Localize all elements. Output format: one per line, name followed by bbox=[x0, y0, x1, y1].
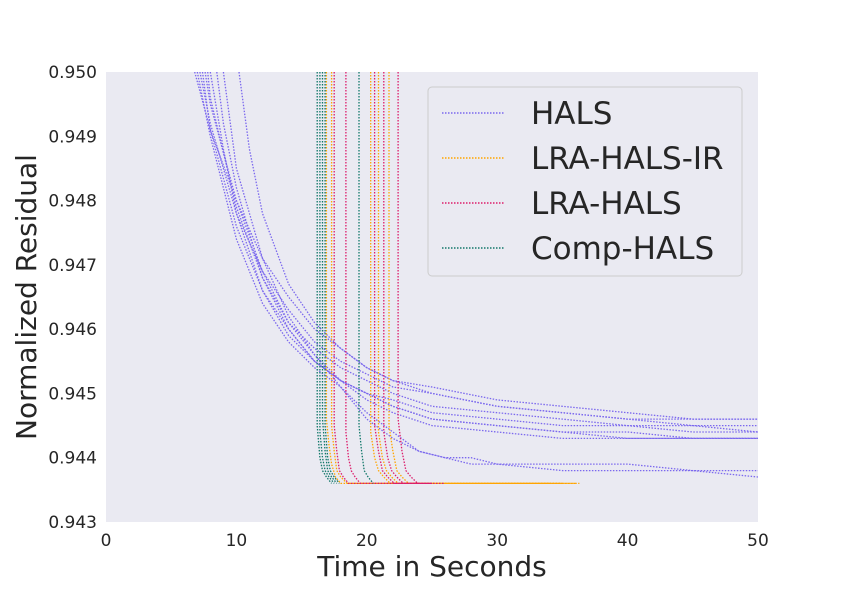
x-tick-label: 0 bbox=[101, 531, 112, 551]
x-tick-label: 30 bbox=[486, 531, 508, 551]
y-axis-label: Normalized Residual bbox=[10, 154, 43, 440]
series-run-line bbox=[209, 72, 758, 440]
y-tick-label: 0.949 bbox=[48, 127, 97, 147]
series-run-line bbox=[238, 72, 758, 420]
y-tick-label: 0.943 bbox=[48, 513, 97, 533]
x-tick-label: 20 bbox=[356, 531, 378, 551]
legend-label: LRA-HALS-IR bbox=[531, 141, 724, 177]
series-run-line bbox=[324, 72, 340, 484]
series-run-line bbox=[388, 72, 576, 485]
series-run-line bbox=[345, 72, 432, 485]
series-run-line bbox=[319, 72, 335, 484]
series-run-line bbox=[397, 72, 445, 485]
x-tick-label: 50 bbox=[747, 531, 769, 551]
x-tick-label: 40 bbox=[617, 531, 639, 551]
series-run-line bbox=[358, 72, 374, 484]
series-run-line bbox=[316, 72, 333, 484]
legend-label: LRA-HALS bbox=[531, 186, 682, 222]
y-tick-label: 0.947 bbox=[48, 256, 97, 276]
legend-label: HALS bbox=[531, 96, 612, 132]
x-tick-label: 10 bbox=[226, 531, 248, 551]
series-run-line bbox=[383, 72, 432, 485]
series-run-line bbox=[373, 72, 419, 485]
y-tick-label: 0.948 bbox=[48, 192, 97, 212]
axis-ticks: 0 10 20 30 40 50 0.943 0.944 0.945 0.946 0.947 0.94… bbox=[48, 63, 768, 551]
legend-box bbox=[427, 86, 743, 277]
series-run-line bbox=[196, 72, 758, 478]
series-run-line bbox=[321, 72, 338, 484]
series-run-line bbox=[222, 72, 758, 472]
x-axis-label: Time in Seconds bbox=[316, 550, 546, 583]
y-tick-label: 0.950 bbox=[48, 63, 97, 83]
legend: HALS LRA-HALS-IR LRA-HALS Comp-HALS bbox=[427, 86, 743, 277]
y-tick-label: 0.944 bbox=[48, 449, 97, 469]
legend-label: Comp-HALS bbox=[531, 231, 714, 267]
series-run-line bbox=[377, 72, 580, 485]
series-run-line bbox=[201, 72, 758, 440]
series-lines bbox=[194, 72, 758, 485]
series-comp-hals bbox=[316, 72, 374, 484]
series-lra-hals bbox=[333, 72, 445, 485]
y-tick-label: 0.945 bbox=[48, 384, 97, 404]
series-run-line bbox=[207, 72, 758, 433]
y-tick-label: 0.946 bbox=[48, 320, 97, 340]
series-run-line bbox=[330, 72, 563, 485]
series-hals bbox=[194, 72, 758, 478]
series-run-line bbox=[199, 72, 758, 427]
series-lra-hals-ir bbox=[325, 72, 580, 485]
